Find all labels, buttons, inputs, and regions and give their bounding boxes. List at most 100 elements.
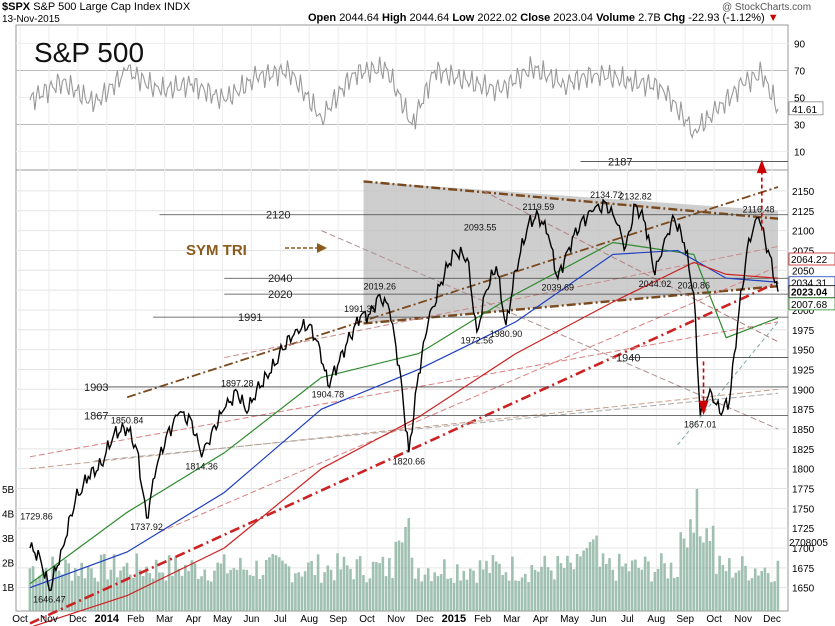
x-tick-label: Feb <box>474 614 492 625</box>
volume-bar <box>520 577 524 611</box>
trendline <box>29 388 779 470</box>
volume-bar <box>621 566 624 611</box>
y-tick-label: 2125 <box>792 207 815 218</box>
long-term-support <box>29 281 779 625</box>
volume-bar <box>80 562 84 611</box>
volume-bar <box>653 571 657 611</box>
volume-bar <box>200 576 203 611</box>
volume-bar <box>349 568 352 611</box>
y-tick-label: 1775 <box>792 484 815 495</box>
volume-bar <box>740 556 744 611</box>
volume-bar <box>475 582 479 611</box>
y-tick-label: 1875 <box>792 405 815 416</box>
trendline <box>29 321 779 458</box>
volume-bar <box>213 570 216 611</box>
y-tick-label: 2075 <box>792 246 815 257</box>
volume-bar <box>468 568 472 611</box>
volume-bar <box>362 575 365 611</box>
volume-bar <box>73 568 77 611</box>
x-tick-label: Nov <box>40 614 58 625</box>
volume-bar <box>187 570 190 611</box>
volume-bar <box>119 570 122 611</box>
volume-bar <box>556 556 560 611</box>
level-label: 1903 <box>84 382 108 394</box>
y-tick-label: 1850 <box>792 425 815 436</box>
volume-bar <box>760 570 764 611</box>
volume-bar <box>258 579 262 611</box>
volume-bar <box>443 559 446 611</box>
target-arrow-down-icon <box>698 400 709 416</box>
volume-bar <box>239 557 242 611</box>
volume-value: 2708005 <box>789 538 828 549</box>
volume-bar <box>766 573 770 611</box>
volume-tick-label: 5B <box>2 485 15 496</box>
volume-bar <box>753 568 757 611</box>
volume-bar <box>498 563 501 611</box>
level-label: 2120 <box>266 210 290 222</box>
volume-bar <box>219 563 223 611</box>
x-tick-label: Oct <box>706 614 722 625</box>
volume-bars <box>28 489 780 611</box>
volume-bar <box>287 566 291 611</box>
volume-bar <box>737 570 741 611</box>
volume-bar <box>371 561 375 611</box>
volume-bar <box>724 571 728 611</box>
volume-bar <box>90 568 93 611</box>
volume-bar <box>60 574 64 611</box>
volume-bar <box>196 578 200 611</box>
price-label: 1646.47 <box>33 594 66 604</box>
volume-bar <box>611 569 615 611</box>
volume-bar <box>439 574 443 611</box>
rsi-tick-label: 50 <box>794 94 806 105</box>
volume-bar <box>261 574 265 611</box>
y-tick-label: 2100 <box>792 227 815 238</box>
y-tick-label: 1900 <box>792 385 815 396</box>
volume-tick-label: 4B <box>2 510 15 521</box>
trendline <box>94 392 779 462</box>
exchange: INDX <box>163 1 191 13</box>
x-tick-label: Feb <box>127 614 145 625</box>
index-name: S&P 500 Large Cap Index <box>33 1 161 13</box>
x-tick-label: Aug <box>647 614 665 625</box>
volume-bar <box>128 574 132 611</box>
volume-bar <box>504 572 508 611</box>
volume-bar <box>624 563 628 611</box>
volume-bar <box>488 572 492 611</box>
volume-bar <box>397 540 401 611</box>
volume-bar <box>669 562 673 611</box>
volume-bar <box>426 568 430 611</box>
volume-bar <box>151 578 155 611</box>
volume-bar <box>569 562 572 611</box>
volume-bar <box>154 559 158 611</box>
volume-bar <box>698 536 702 611</box>
volume-bar <box>666 578 670 611</box>
price-label: 2093.55 <box>464 223 497 233</box>
price-label: 1867.01 <box>684 419 717 429</box>
volume-bar <box>303 571 307 611</box>
rsi-current-value: 41.61 <box>792 105 817 116</box>
axes: 1650 1675 1700 1725 1750 1775 1800 1825 1850 1875… <box>2 40 835 625</box>
volume-bar <box>106 579 109 611</box>
volume-bar <box>672 577 676 611</box>
y-tick-label: 1750 <box>792 504 815 515</box>
volume-bar <box>640 569 644 611</box>
volume-bar <box>585 548 589 611</box>
price-label: 1820.66 <box>393 456 426 466</box>
volume-bar <box>281 560 284 611</box>
volume-bar <box>462 570 466 611</box>
volume-bar <box>274 555 278 611</box>
volume-bar <box>692 532 696 611</box>
trendline <box>159 265 779 533</box>
y-tick-label: 1950 <box>792 346 815 357</box>
x-tick-label: Jun <box>590 614 606 625</box>
x-tick-label: Oct <box>359 614 375 625</box>
right-axis-value: 2007.68 <box>791 300 828 311</box>
volume-bar <box>456 564 459 611</box>
x-tick-label: Dec <box>416 614 434 625</box>
moving-average-line <box>32 261 779 626</box>
right-axis-value: 2023.04 <box>791 288 828 299</box>
volume-bar <box>660 553 663 611</box>
volume-bar <box>193 563 197 611</box>
volume-bar <box>264 560 268 611</box>
x-tick-label: May <box>213 614 232 625</box>
